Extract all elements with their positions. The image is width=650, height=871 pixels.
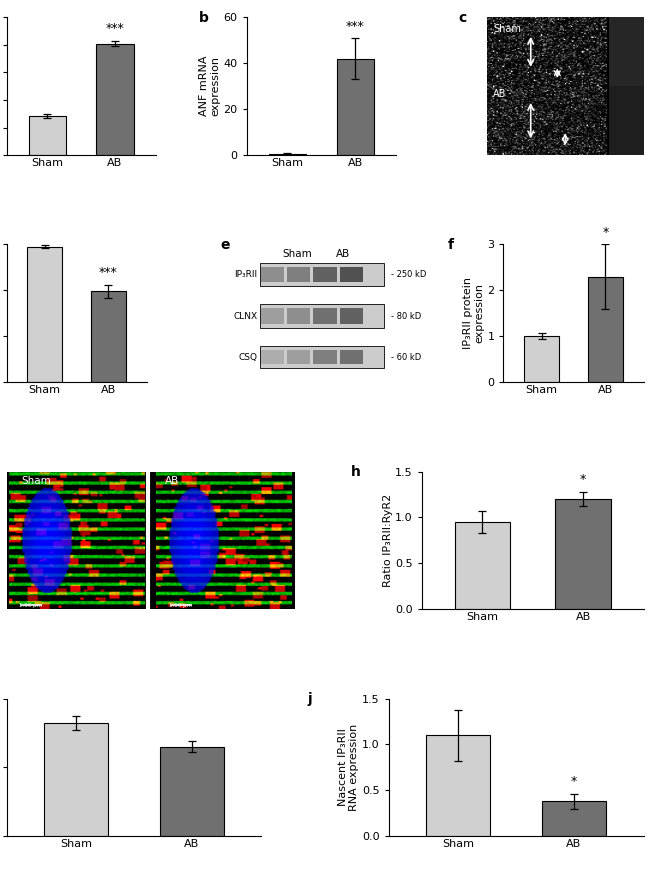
Text: Sham: Sham	[282, 248, 312, 259]
Text: h: h	[351, 464, 361, 479]
Y-axis label: Ratio IP₃RII:RyR2: Ratio IP₃RII:RyR2	[382, 494, 393, 587]
Text: e: e	[220, 238, 229, 252]
FancyBboxPatch shape	[313, 267, 337, 282]
FancyBboxPatch shape	[260, 304, 384, 327]
Bar	[91, 292, 126, 382]
Text: Sham: Sham	[21, 476, 51, 486]
FancyBboxPatch shape	[340, 350, 363, 364]
Bar	[542, 801, 606, 836]
Text: ***: ***	[105, 23, 124, 36]
Y-axis label: IP₃RII protein
expression: IP₃RII protein expression	[463, 277, 484, 349]
Text: c: c	[459, 10, 467, 24]
Bar	[160, 746, 224, 836]
Text: Sham: Sham	[493, 24, 521, 34]
Text: *: *	[602, 226, 608, 239]
FancyBboxPatch shape	[287, 350, 310, 364]
Text: 1.00 μm: 1.00 μm	[169, 603, 192, 608]
Text: ***: ***	[99, 267, 118, 279]
Bar	[426, 735, 490, 836]
Text: CLNX: CLNX	[233, 312, 257, 321]
Text: - 250 kD: - 250 kD	[391, 270, 426, 280]
FancyBboxPatch shape	[261, 308, 284, 324]
Text: IP₃RII: IP₃RII	[234, 270, 257, 280]
Bar	[268, 154, 306, 155]
Bar	[29, 116, 66, 155]
Text: *: *	[571, 775, 577, 788]
Text: *: *	[580, 473, 586, 486]
FancyBboxPatch shape	[260, 347, 384, 368]
Bar	[588, 277, 623, 382]
Bar	[454, 522, 510, 609]
FancyBboxPatch shape	[261, 267, 284, 282]
Text: 1.00 μm: 1.00 μm	[20, 603, 42, 608]
Bar	[337, 58, 374, 155]
Bar	[524, 336, 559, 382]
Text: b: b	[199, 10, 209, 24]
FancyBboxPatch shape	[260, 263, 384, 287]
Bar	[27, 246, 62, 382]
Text: AB: AB	[336, 248, 350, 259]
FancyBboxPatch shape	[287, 267, 310, 282]
Text: - 60 kD: - 60 kD	[391, 353, 421, 361]
Bar	[96, 44, 134, 155]
Text: - 80 kD: - 80 kD	[391, 312, 421, 321]
Text: CSQ: CSQ	[238, 353, 257, 361]
FancyBboxPatch shape	[340, 308, 363, 324]
FancyBboxPatch shape	[261, 350, 284, 364]
FancyBboxPatch shape	[340, 267, 363, 282]
Text: j: j	[307, 692, 312, 706]
FancyBboxPatch shape	[287, 308, 310, 324]
Text: AB: AB	[493, 89, 506, 99]
Bar	[555, 499, 611, 609]
Text: f: f	[447, 238, 453, 252]
Y-axis label: ANF mRNA
expression: ANF mRNA expression	[199, 56, 221, 117]
FancyBboxPatch shape	[313, 308, 337, 324]
FancyBboxPatch shape	[313, 350, 337, 364]
Text: ***: ***	[346, 19, 365, 32]
Text: AB: AB	[165, 476, 179, 486]
Y-axis label: Nascent IP₃RII
RNA expression: Nascent IP₃RII RNA expression	[337, 724, 359, 811]
Bar	[44, 723, 108, 836]
